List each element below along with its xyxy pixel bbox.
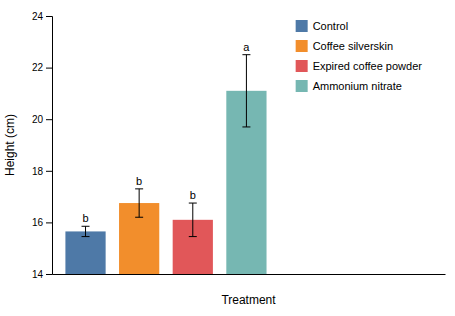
y-tick: 22 [32,62,52,73]
legend-item: Control [296,20,348,32]
y-tick-label: 22 [32,62,44,73]
y-axis-line [46,17,53,275]
legend-item: Ammonium nitrate [296,80,402,92]
annotations: b b b a [82,41,250,225]
error-bar-cap [82,226,90,227]
error-bar-cap [189,236,197,237]
legend-item: Coffee silverskin [296,40,394,52]
bar [65,231,105,274]
legend-swatch [296,80,308,92]
y-axis-title: Height (cm) [3,114,17,176]
annotation: b [190,189,196,201]
legend-swatch [296,60,308,72]
y-tick-mark [46,274,52,275]
y-tick-mark [46,68,52,69]
legend-label: Expired coffee powder [313,60,423,72]
y-tick-mark [46,16,52,17]
error-bar-cap [242,126,250,127]
y-tick: 14 [32,269,52,280]
x-axis [53,274,446,275]
legend-item: Expired coffee powder [296,60,423,72]
error-bar-cap [189,203,197,204]
error-bar-stem [85,226,86,236]
error-bar-cap [82,236,90,237]
legend-label: Control [313,20,348,32]
plot-area: 14 16 18 20 22 24 b b b a Control Coffee silverskin… [32,11,446,280]
error-bar-stem [246,55,247,127]
error-bar [82,226,90,236]
error-bar-cap [242,54,250,55]
y-tick: 20 [32,114,52,125]
legend-label: Coffee silverskin [313,40,394,52]
y-tick-label: 24 [32,11,44,22]
annotation: a [243,41,250,53]
legend-swatch [296,40,308,52]
bars [65,55,266,274]
y-tick: 24 [32,11,52,22]
y-tick-mark [46,119,52,120]
legend: Control Coffee silverskin Expired coffee p… [296,20,423,92]
annotation: b [136,175,142,187]
x-axis-title: Treatment [221,293,276,307]
y-tick: 18 [32,166,52,177]
y-axis: 14 16 18 20 22 24 [32,11,53,280]
y-tick-label: 20 [32,114,44,125]
chart: 14 16 18 20 22 24 b b b a Control Coffee silverskin… [0,0,455,316]
y-tick-label: 16 [32,217,44,228]
error-bar-stem [192,203,193,237]
x-axis-line [53,274,446,275]
error-bar [135,189,143,217]
y-tick-mark [46,171,52,172]
y-tick-mark [46,222,52,223]
y-tick-label: 18 [32,166,44,177]
error-bar-cap [135,188,143,189]
y-tick-label: 14 [32,269,44,280]
error-bar-cap [135,217,143,218]
annotation: b [82,212,88,224]
legend-swatch [296,20,308,32]
error-bar [189,203,197,237]
error-bar-stem [139,189,140,217]
y-tick: 16 [32,217,52,228]
error-bar [242,55,250,127]
legend-label: Ammonium nitrate [313,80,402,92]
